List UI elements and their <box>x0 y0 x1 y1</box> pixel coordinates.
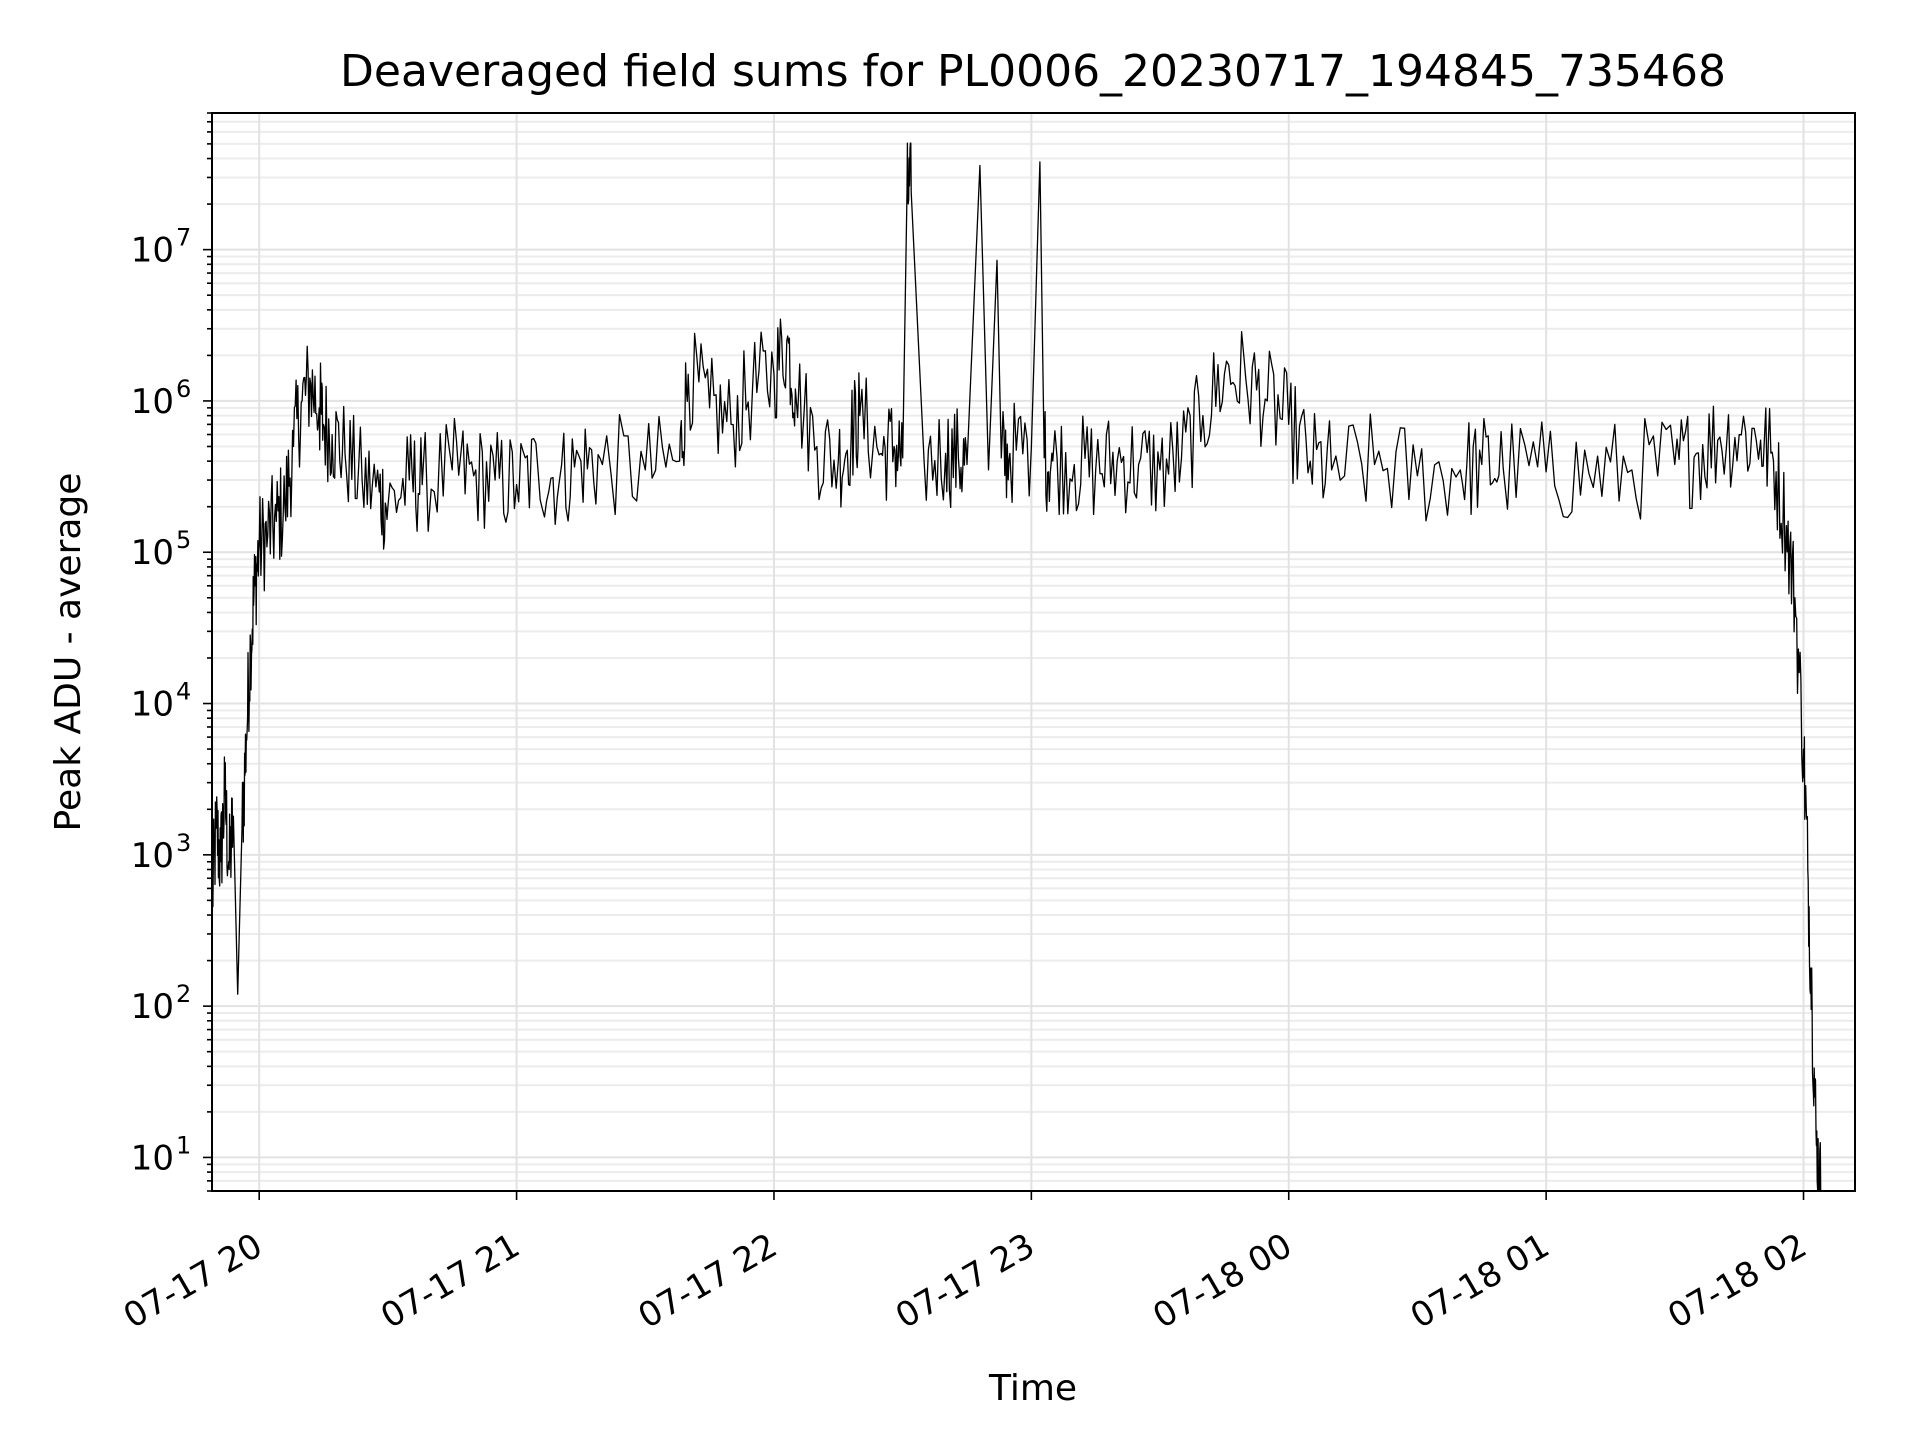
y-tick-label-exponent: 6 <box>176 375 191 403</box>
y-tick-label-exponent: 3 <box>176 829 191 857</box>
chart-title: Deaveraged field sums for PL0006_2023071… <box>340 46 1726 97</box>
y-axis-label: Peak ADU - average <box>48 473 89 832</box>
series-line <box>211 142 1822 1192</box>
y-tick-label: 10 <box>131 685 174 725</box>
y-tick-label-exponent: 2 <box>176 980 191 1008</box>
y-tick-label: 10 <box>131 231 174 271</box>
y-tick-label: 10 <box>131 987 174 1027</box>
y-tick-label: 10 <box>131 1138 174 1178</box>
series-layer <box>211 142 1822 1192</box>
y-tick-label-exponent: 7 <box>176 224 191 252</box>
y-tick-label-exponent: 1 <box>176 1131 191 1159</box>
y-tick-label: 10 <box>131 382 174 422</box>
plot-frame <box>211 112 1856 1192</box>
grid-lines <box>212 112 1855 1192</box>
x-axis-label: Time <box>988 1368 1077 1409</box>
y-tick-label-exponent: 4 <box>176 678 191 706</box>
y-tick-label-exponent: 5 <box>176 526 191 554</box>
y-tick-label: 10 <box>131 836 174 876</box>
y-tick-label: 10 <box>131 533 174 573</box>
